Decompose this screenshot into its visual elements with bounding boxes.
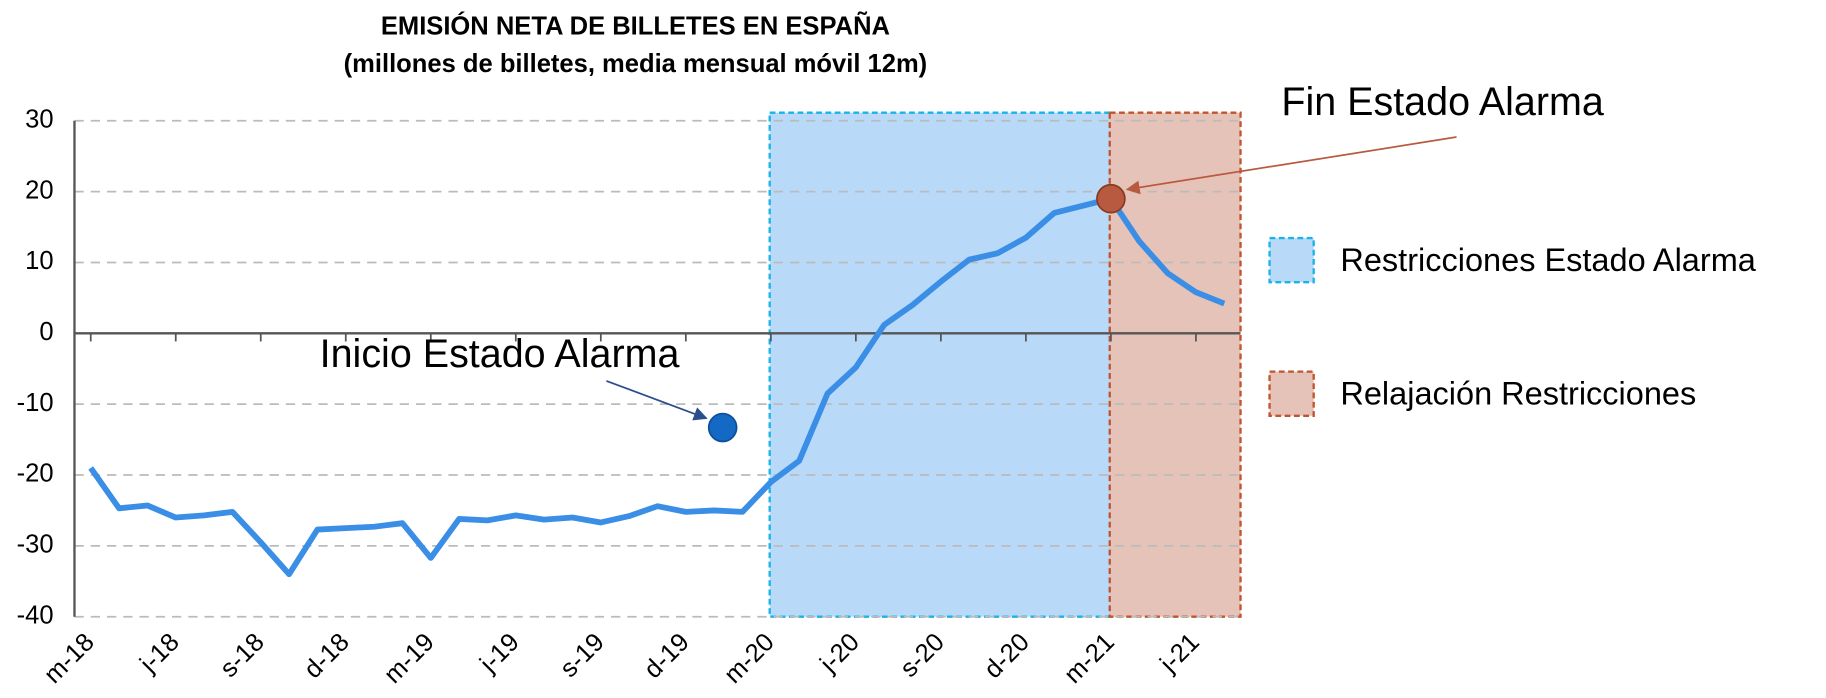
- annotation-arrow: [606, 380, 708, 421]
- y-tick-label: -40: [17, 601, 54, 629]
- x-tick-label: d-20: [979, 628, 1035, 684]
- y-tick-label: -10: [17, 389, 54, 417]
- x-tick-label: d-19: [639, 628, 695, 684]
- x-tick-label: m-20: [719, 628, 780, 689]
- legend-swatch: [1268, 370, 1315, 417]
- annotation-text: Inicio Estado Alarma: [320, 332, 680, 376]
- y-tick-label: -20: [17, 460, 54, 488]
- shaded-region: [768, 111, 1113, 618]
- data-line: [88, 195, 1226, 578]
- annotation-arrow: [1125, 136, 1457, 195]
- y-tick-label: 10: [25, 247, 53, 275]
- x-tick-label: s-19: [555, 628, 610, 683]
- x-tick-label: s-18: [215, 628, 270, 683]
- legend-label: Relajación Restricciones: [1340, 376, 1696, 412]
- x-tick-label: m-18: [39, 628, 100, 689]
- chart-title: EMISIÓN NETA DE BILLETES EN ESPAÑA: [381, 11, 890, 41]
- annotation-point: [707, 412, 738, 443]
- x-tick-label: s-20: [895, 628, 950, 683]
- chart-subtitle: (millones de billetes, media mensual móv…: [344, 50, 928, 78]
- y-tick-label: 30: [25, 106, 53, 134]
- x-tick-label: m-19: [379, 628, 440, 689]
- legend-label: Restricciones Estado Alarma: [1340, 242, 1756, 278]
- x-tick-label: d-18: [299, 628, 355, 684]
- x-tick-label: j-19: [474, 628, 525, 679]
- x-tick-label: j-20: [814, 628, 865, 679]
- y-tick-label: -30: [17, 531, 54, 559]
- annotation-text: Fin Estado Alarma: [1281, 80, 1604, 124]
- x-tick-label: m-21: [1059, 628, 1120, 689]
- annotation-point: [1096, 183, 1126, 214]
- y-tick-label: 0: [39, 318, 53, 346]
- legend-swatch: [1268, 236, 1315, 284]
- x-tick-label: j-21: [1154, 628, 1205, 679]
- x-tick-label: j-18: [134, 628, 185, 679]
- shaded-region: [1108, 111, 1242, 618]
- y-tick-label: 20: [25, 176, 53, 204]
